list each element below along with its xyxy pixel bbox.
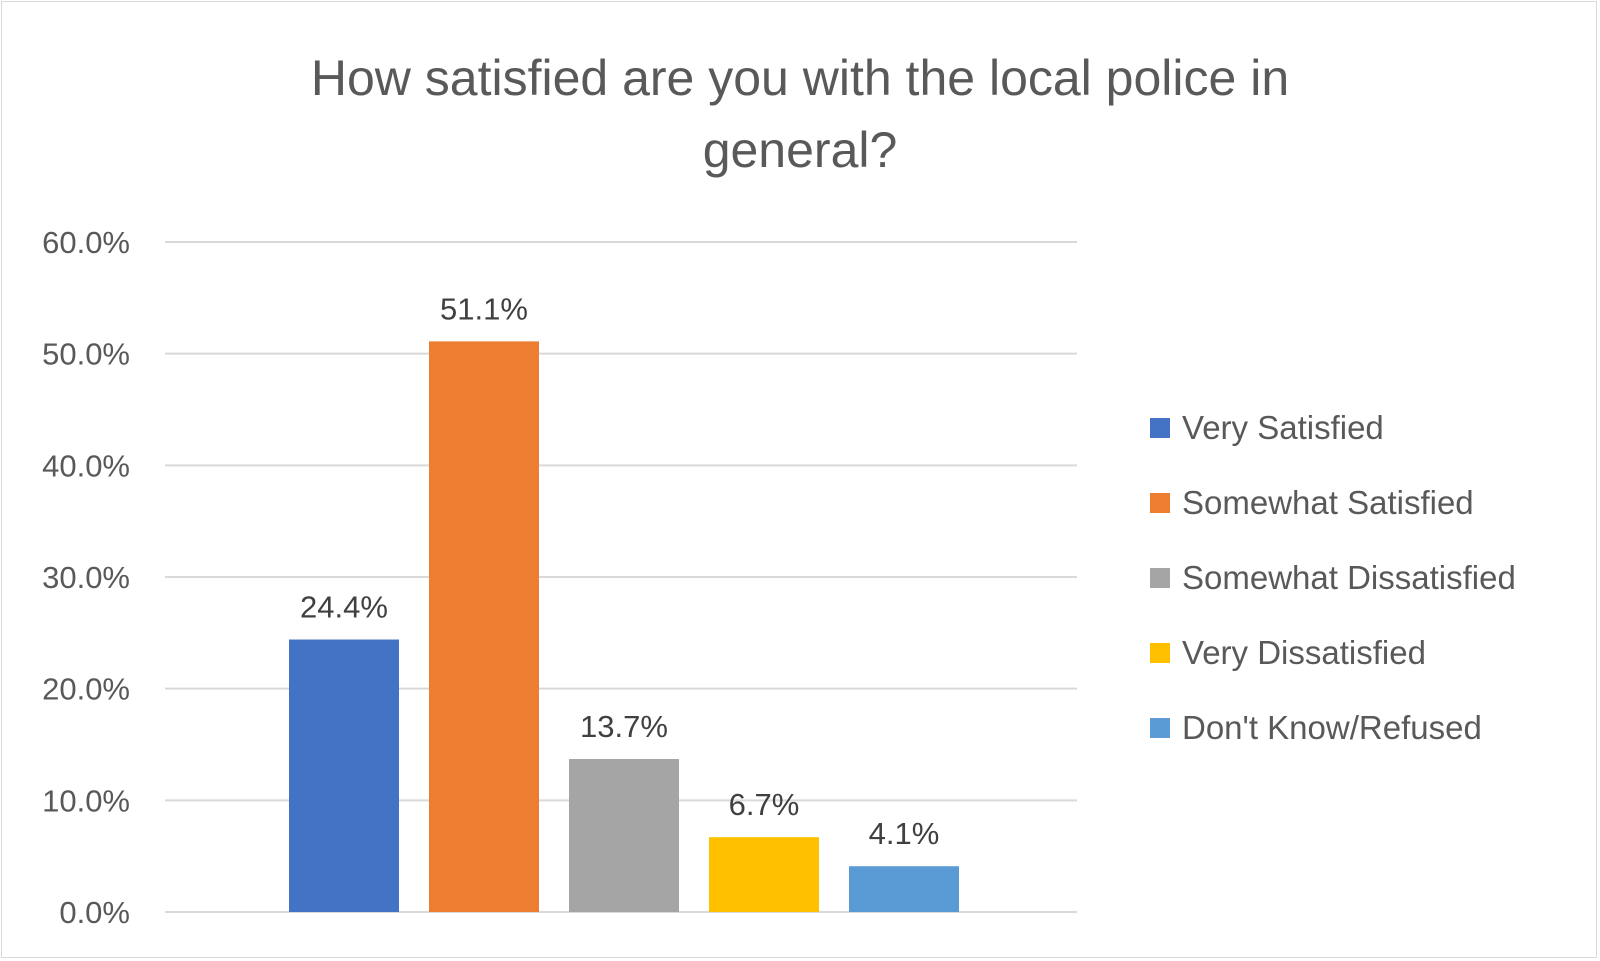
y-tick-label: 20.0%	[42, 672, 130, 707]
data-labels: 24.4% 51.1% 13.7% 6.7% 4.1%	[300, 291, 939, 851]
legend-label-4: Don't Know/Refused	[1182, 709, 1482, 746]
legend: Very Satisfied Somewhat Satisfied Somewhat…	[1150, 409, 1516, 746]
legend-swatch-0	[1150, 418, 1170, 438]
data-label-2: 13.7%	[580, 709, 668, 744]
y-tick-label: 50.0%	[42, 337, 130, 372]
data-label-1: 51.1%	[440, 291, 528, 326]
bar-2	[569, 759, 679, 912]
bar-3	[709, 837, 819, 912]
legend-swatch-3	[1150, 643, 1170, 663]
legend-label-1: Somewhat Satisfied	[1182, 484, 1474, 521]
y-tick-label: 10.0%	[42, 783, 130, 818]
data-label-3: 6.7%	[729, 787, 800, 822]
legend-swatch-1	[1150, 493, 1170, 513]
legend-label-0: Very Satisfied	[1182, 409, 1384, 446]
bar-1	[429, 341, 539, 913]
y-tick-label: 30.0%	[42, 560, 130, 595]
data-label-4: 4.1%	[869, 816, 940, 851]
legend-swatch-2	[1150, 568, 1170, 588]
chart-title: How satisfied are you with the local pol…	[311, 50, 1289, 178]
y-tick-label: 0.0%	[59, 895, 130, 930]
chart-title-line-1: How satisfied are you with the local pol…	[311, 50, 1289, 106]
bar-4	[849, 866, 959, 912]
legend-label-3: Very Dissatisfied	[1182, 634, 1426, 671]
bar-0	[289, 639, 399, 912]
y-axis-ticks: 0.0% 10.0% 20.0% 30.0% 40.0% 50.0% 60.0%	[42, 225, 130, 930]
legend-label-2: Somewhat Dissatisfied	[1182, 559, 1516, 596]
y-tick-label: 40.0%	[42, 448, 130, 483]
bars	[289, 341, 959, 913]
legend-swatch-4	[1150, 718, 1170, 738]
y-tick-label: 60.0%	[42, 225, 130, 260]
chart-title-line-2: general?	[703, 122, 898, 178]
data-label-0: 24.4%	[300, 590, 388, 625]
